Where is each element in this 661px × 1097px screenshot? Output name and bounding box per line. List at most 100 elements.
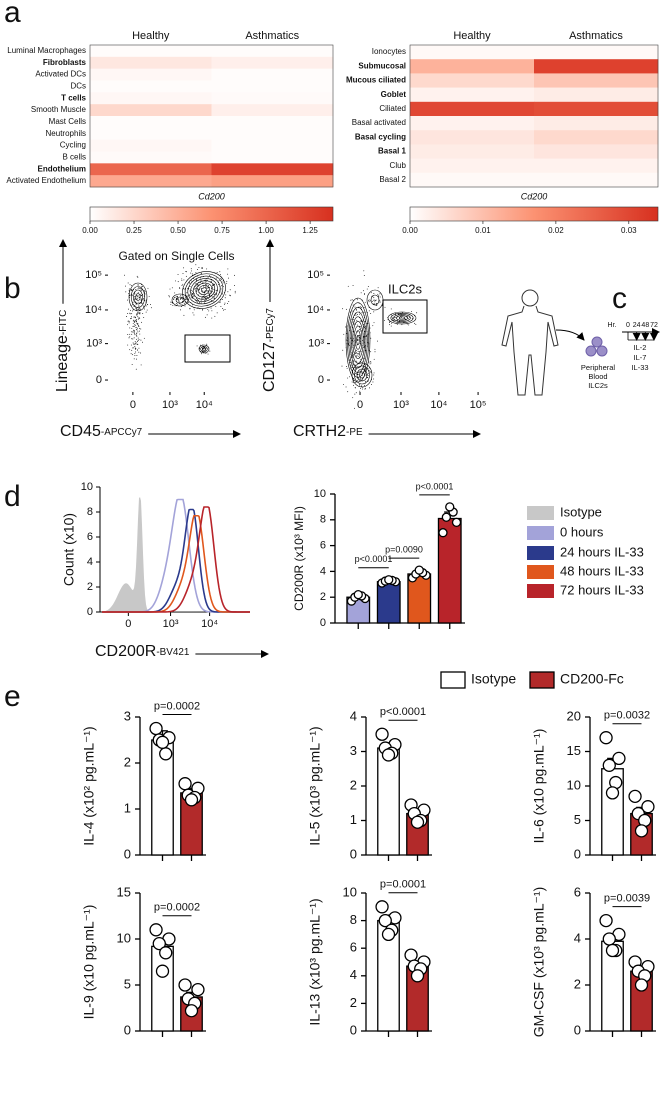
event-dot: [349, 362, 351, 364]
colorbar-tick-label: 0.00: [402, 226, 418, 235]
event-dot: [363, 314, 365, 316]
event-dot: [213, 283, 215, 285]
row-label: Smooth Muscle: [31, 105, 87, 114]
event-dot: [205, 287, 207, 289]
event-dot: [363, 270, 365, 272]
event-dot: [131, 289, 133, 291]
p-value: p=0.0032: [604, 710, 650, 722]
event-dot: [207, 304, 209, 306]
event-dot: [124, 285, 126, 287]
event-dot: [361, 327, 363, 329]
heat-cell: [211, 104, 334, 117]
contour-line: [356, 335, 360, 345]
y-tick-label: 5: [574, 812, 581, 827]
event-dot: [355, 345, 357, 347]
event-dot: [140, 299, 142, 301]
cytokine-label: IL-33: [631, 363, 648, 372]
event-dot: [364, 367, 366, 369]
event-dot: [135, 324, 137, 326]
x-tick-label: 10⁴: [196, 399, 213, 411]
event-dot: [349, 341, 351, 343]
time-label: 0: [626, 322, 630, 329]
event-dot: [172, 304, 174, 306]
event-dot: [352, 362, 353, 364]
event-dot: [205, 300, 207, 302]
event-dot: [191, 270, 193, 272]
event-dot: [210, 276, 212, 278]
event-dot: [360, 292, 362, 294]
event-dot: [354, 341, 356, 343]
y-axis-label: IL-4 (x10² pg.mL⁻¹): [81, 726, 97, 845]
event-dot: [141, 321, 143, 323]
event-dot: [342, 308, 344, 310]
event-dot: [137, 322, 138, 324]
event-dot: [134, 316, 136, 318]
event-dot: [357, 339, 359, 341]
heat-cell: [534, 87, 659, 103]
event-dot: [203, 285, 204, 287]
contour-line: [195, 282, 213, 298]
event-dot: [133, 344, 135, 345]
event-dot: [134, 340, 136, 342]
event-dot: [362, 360, 364, 362]
column-header: Healthy: [132, 30, 170, 42]
event-dot: [143, 299, 145, 301]
heat-cell: [90, 68, 212, 81]
event-dot: [141, 288, 143, 290]
event-dot: [131, 294, 133, 296]
event-dot: [136, 302, 138, 304]
event-dot: [145, 305, 147, 307]
event-dot: [137, 288, 139, 289]
heat-cell: [90, 151, 212, 164]
event-dot: [363, 307, 365, 308]
event-dot: [129, 333, 131, 335]
y-axis-label-main: CD127: [261, 342, 278, 392]
event-dot: [202, 283, 204, 284]
event-dot: [132, 304, 134, 306]
event-dot: [188, 299, 190, 300]
gate: [184, 334, 231, 363]
cytokine-label: IL-7: [634, 353, 647, 362]
data-point: [605, 943, 620, 958]
event-dot: [133, 358, 135, 360]
heat-cell: [90, 92, 212, 105]
event-dot: [136, 322, 138, 324]
event-dot: [397, 320, 398, 322]
event-dot: [352, 338, 354, 340]
event-dot: [139, 302, 141, 304]
colorbar-tick-label: 0.50: [170, 226, 186, 235]
event-dot: [368, 343, 370, 345]
contour-line: [354, 365, 370, 385]
event-dot: [361, 375, 363, 376]
event-dot: [130, 288, 132, 290]
data-point: [155, 735, 170, 749]
heat-cell: [90, 127, 212, 140]
event-dot: [352, 356, 354, 358]
event-dot: [193, 293, 195, 295]
x-tick-label: 0: [357, 399, 363, 411]
y-tick-label: 15: [567, 743, 581, 758]
event-dot: [365, 336, 367, 337]
data-point: [381, 748, 396, 762]
data-point: [149, 721, 163, 736]
colorbar-tick-label: 0.01: [475, 226, 491, 235]
event-dot: [363, 327, 365, 329]
event-dot: [391, 316, 393, 318]
event-dot: [134, 343, 136, 345]
event-dot: [373, 372, 375, 374]
event-dot: [205, 299, 206, 301]
event-dot: [186, 295, 188, 297]
data-point: [155, 964, 170, 978]
y-axis-label: CD127-PECy7: [261, 308, 278, 392]
event-dot: [134, 346, 136, 347]
data-point: [605, 786, 620, 800]
event-dot: [354, 372, 356, 374]
event-dot: [229, 294, 231, 296]
event-dot: [207, 277, 209, 279]
event-dot: [136, 335, 138, 337]
legend-label: 24 hours IL-33: [560, 544, 644, 559]
contour-line: [348, 307, 368, 373]
event-dot: [130, 317, 132, 319]
data-point: [378, 913, 392, 928]
event-dot: [138, 351, 140, 353]
